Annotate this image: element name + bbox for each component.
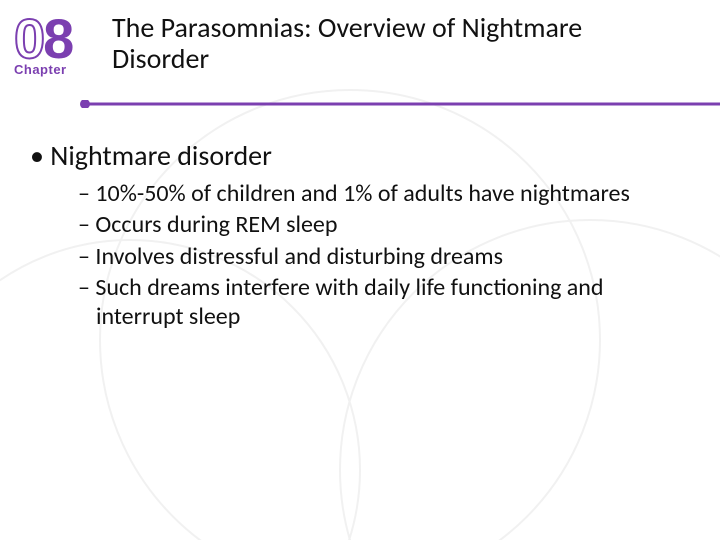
title-text: The Parasomnias: Overview of Nightmare D… (112, 12, 680, 75)
bullet-level2: 10%-50% of children and 1% of adults hav… (78, 179, 680, 208)
bullet-l2-text: Involves distressful and disturbing drea… (95, 242, 503, 271)
bullet-level2: Such dreams interfere with daily life fu… (78, 273, 680, 332)
chapter-badge: 08 Chapter (14, 14, 72, 77)
bullet-l2-text: 10%-50% of children and 1% of adults hav… (95, 179, 630, 208)
title-rule (80, 100, 720, 108)
chapter-label: Chapter (14, 62, 72, 77)
chapter-number: 08 (14, 14, 72, 64)
bullet-l2-text: Such dreams interfere with daily life fu… (95, 273, 603, 331)
bullet-level2: Occurs during REM sleep (78, 210, 680, 239)
bullet-level2: Involves distressful and disturbing drea… (78, 242, 680, 271)
chapter-digit-outline: 0 (14, 7, 43, 70)
chapter-digit-solid: 8 (43, 7, 72, 70)
slide-title: The Parasomnias: Overview of Nightmare D… (112, 12, 680, 75)
bullet-l2-text: Occurs during REM sleep (95, 210, 337, 239)
sub-bullet-list: 10%-50% of children and 1% of adults hav… (78, 179, 680, 331)
bullet-l1-text: Nightmare disorder (50, 138, 272, 173)
bullet-level1: Nightmare disorder (30, 138, 680, 173)
content-area: Nightmare disorder 10%-50% of children a… (30, 130, 680, 333)
